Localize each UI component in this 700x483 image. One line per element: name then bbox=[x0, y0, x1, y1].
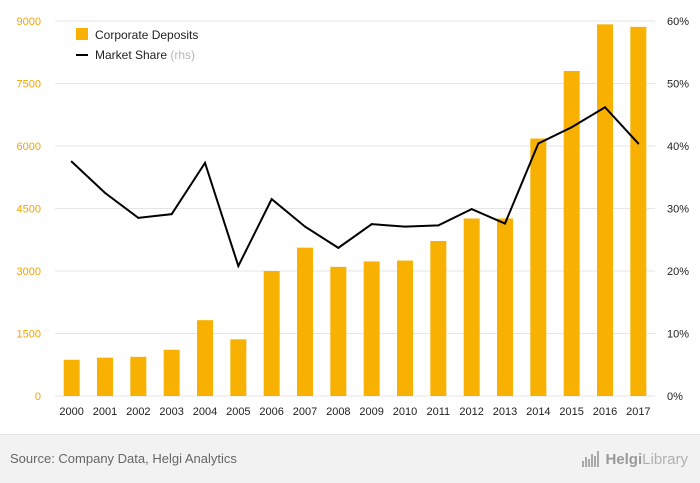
x-tick-label: 2002 bbox=[126, 406, 150, 418]
legend-label-market-share: Market Share (rhs) bbox=[95, 48, 195, 62]
y-left-tick-label: 9000 bbox=[17, 16, 41, 28]
market-share-point bbox=[537, 142, 540, 145]
y-right-tick-label: 0% bbox=[667, 391, 683, 403]
x-tick-label: 2005 bbox=[226, 406, 250, 418]
bar bbox=[297, 247, 313, 396]
y-right-tick-label: 50% bbox=[667, 79, 689, 91]
market-share-point bbox=[570, 126, 573, 129]
market-share-point bbox=[404, 225, 406, 228]
x-tick-label: 2012 bbox=[459, 406, 483, 418]
market-share-point bbox=[370, 223, 373, 226]
market-share-line bbox=[70, 105, 640, 269]
y-left-tick-label: 3000 bbox=[17, 266, 41, 278]
y-left-tick-label: 6000 bbox=[17, 141, 41, 153]
legend-label-corporate-deposits: Corporate Deposits bbox=[95, 28, 198, 42]
bar-chart-icon bbox=[582, 451, 600, 467]
x-tick-label: 2008 bbox=[326, 406, 350, 418]
market-share-point bbox=[137, 216, 140, 219]
bar bbox=[197, 320, 213, 396]
y-left-tick-label: 1500 bbox=[17, 329, 41, 341]
y-right-tick-label: 60% bbox=[667, 16, 689, 28]
y-left-tick-label: 0 bbox=[35, 391, 41, 403]
y-right-tick-label: 40% bbox=[667, 141, 689, 153]
x-tick-label: 2003 bbox=[159, 406, 183, 418]
brand-name-a: Helgi bbox=[605, 450, 643, 468]
market-share-point bbox=[70, 160, 73, 163]
x-tick-label: 2016 bbox=[593, 406, 617, 418]
helgi-library-logo: Helgi Library bbox=[582, 447, 688, 471]
bar bbox=[430, 241, 447, 396]
x-tick-label: 2006 bbox=[259, 406, 283, 418]
bar bbox=[97, 357, 113, 396]
bar bbox=[563, 71, 580, 396]
y-right-tick-label: 30% bbox=[667, 204, 689, 216]
x-tick-label: 2004 bbox=[193, 406, 217, 418]
legend-swatch-bar bbox=[76, 28, 88, 40]
brand-name-b: Library bbox=[642, 450, 688, 468]
bar bbox=[597, 24, 613, 396]
bar bbox=[230, 339, 247, 396]
market-share-point bbox=[637, 142, 640, 145]
market-share-point bbox=[304, 225, 306, 228]
footer: Source: Company Data, Helgi Analytics He… bbox=[0, 434, 700, 483]
x-tick-label: 2009 bbox=[359, 406, 383, 418]
bar bbox=[163, 349, 180, 396]
market-share-point bbox=[237, 265, 240, 267]
market-share-point bbox=[104, 191, 106, 194]
x-tick-label: 2011 bbox=[427, 406, 451, 418]
bar bbox=[130, 356, 147, 396]
market-share-point bbox=[437, 224, 440, 227]
market-share-point bbox=[170, 213, 173, 216]
market-share-point bbox=[204, 161, 206, 164]
market-share-point bbox=[504, 222, 506, 225]
x-tick-label: 2015 bbox=[559, 406, 583, 418]
y-left-tick-label: 4500 bbox=[17, 204, 41, 216]
x-tick-label: 2010 bbox=[393, 406, 417, 418]
bar bbox=[63, 359, 80, 396]
legend-label-rhs: (rhs) bbox=[170, 48, 195, 62]
y-right-tick-label: 10% bbox=[667, 329, 689, 341]
market-share-point bbox=[270, 198, 273, 201]
market-share-point bbox=[470, 208, 473, 211]
chart-svg: 0 1500 3000 4500 6000 7500 9000 0% 10% 20% 30% 40% 5… bbox=[17, 16, 690, 418]
market-share-point bbox=[337, 246, 340, 249]
x-tick-label: 2013 bbox=[493, 406, 517, 418]
x-tick-label: 2014 bbox=[526, 406, 550, 418]
bar bbox=[530, 138, 547, 396]
bar bbox=[497, 218, 513, 396]
bar bbox=[630, 26, 647, 396]
x-tick-label: 2017 bbox=[626, 406, 650, 418]
y-left-tick-label: 7500 bbox=[17, 79, 41, 91]
bar bbox=[397, 260, 413, 396]
source-text: Source: Company Data, Helgi Analytics bbox=[10, 451, 237, 466]
x-tick-label: 2007 bbox=[293, 406, 317, 418]
bar bbox=[463, 218, 480, 396]
bar bbox=[263, 271, 280, 396]
bar bbox=[363, 261, 380, 396]
y-right-tick-label: 20% bbox=[667, 266, 689, 278]
market-share-point bbox=[604, 106, 606, 109]
x-tick-label: 2001 bbox=[93, 406, 117, 418]
x-tick-label: 2000 bbox=[59, 406, 83, 418]
bar bbox=[330, 266, 347, 396]
